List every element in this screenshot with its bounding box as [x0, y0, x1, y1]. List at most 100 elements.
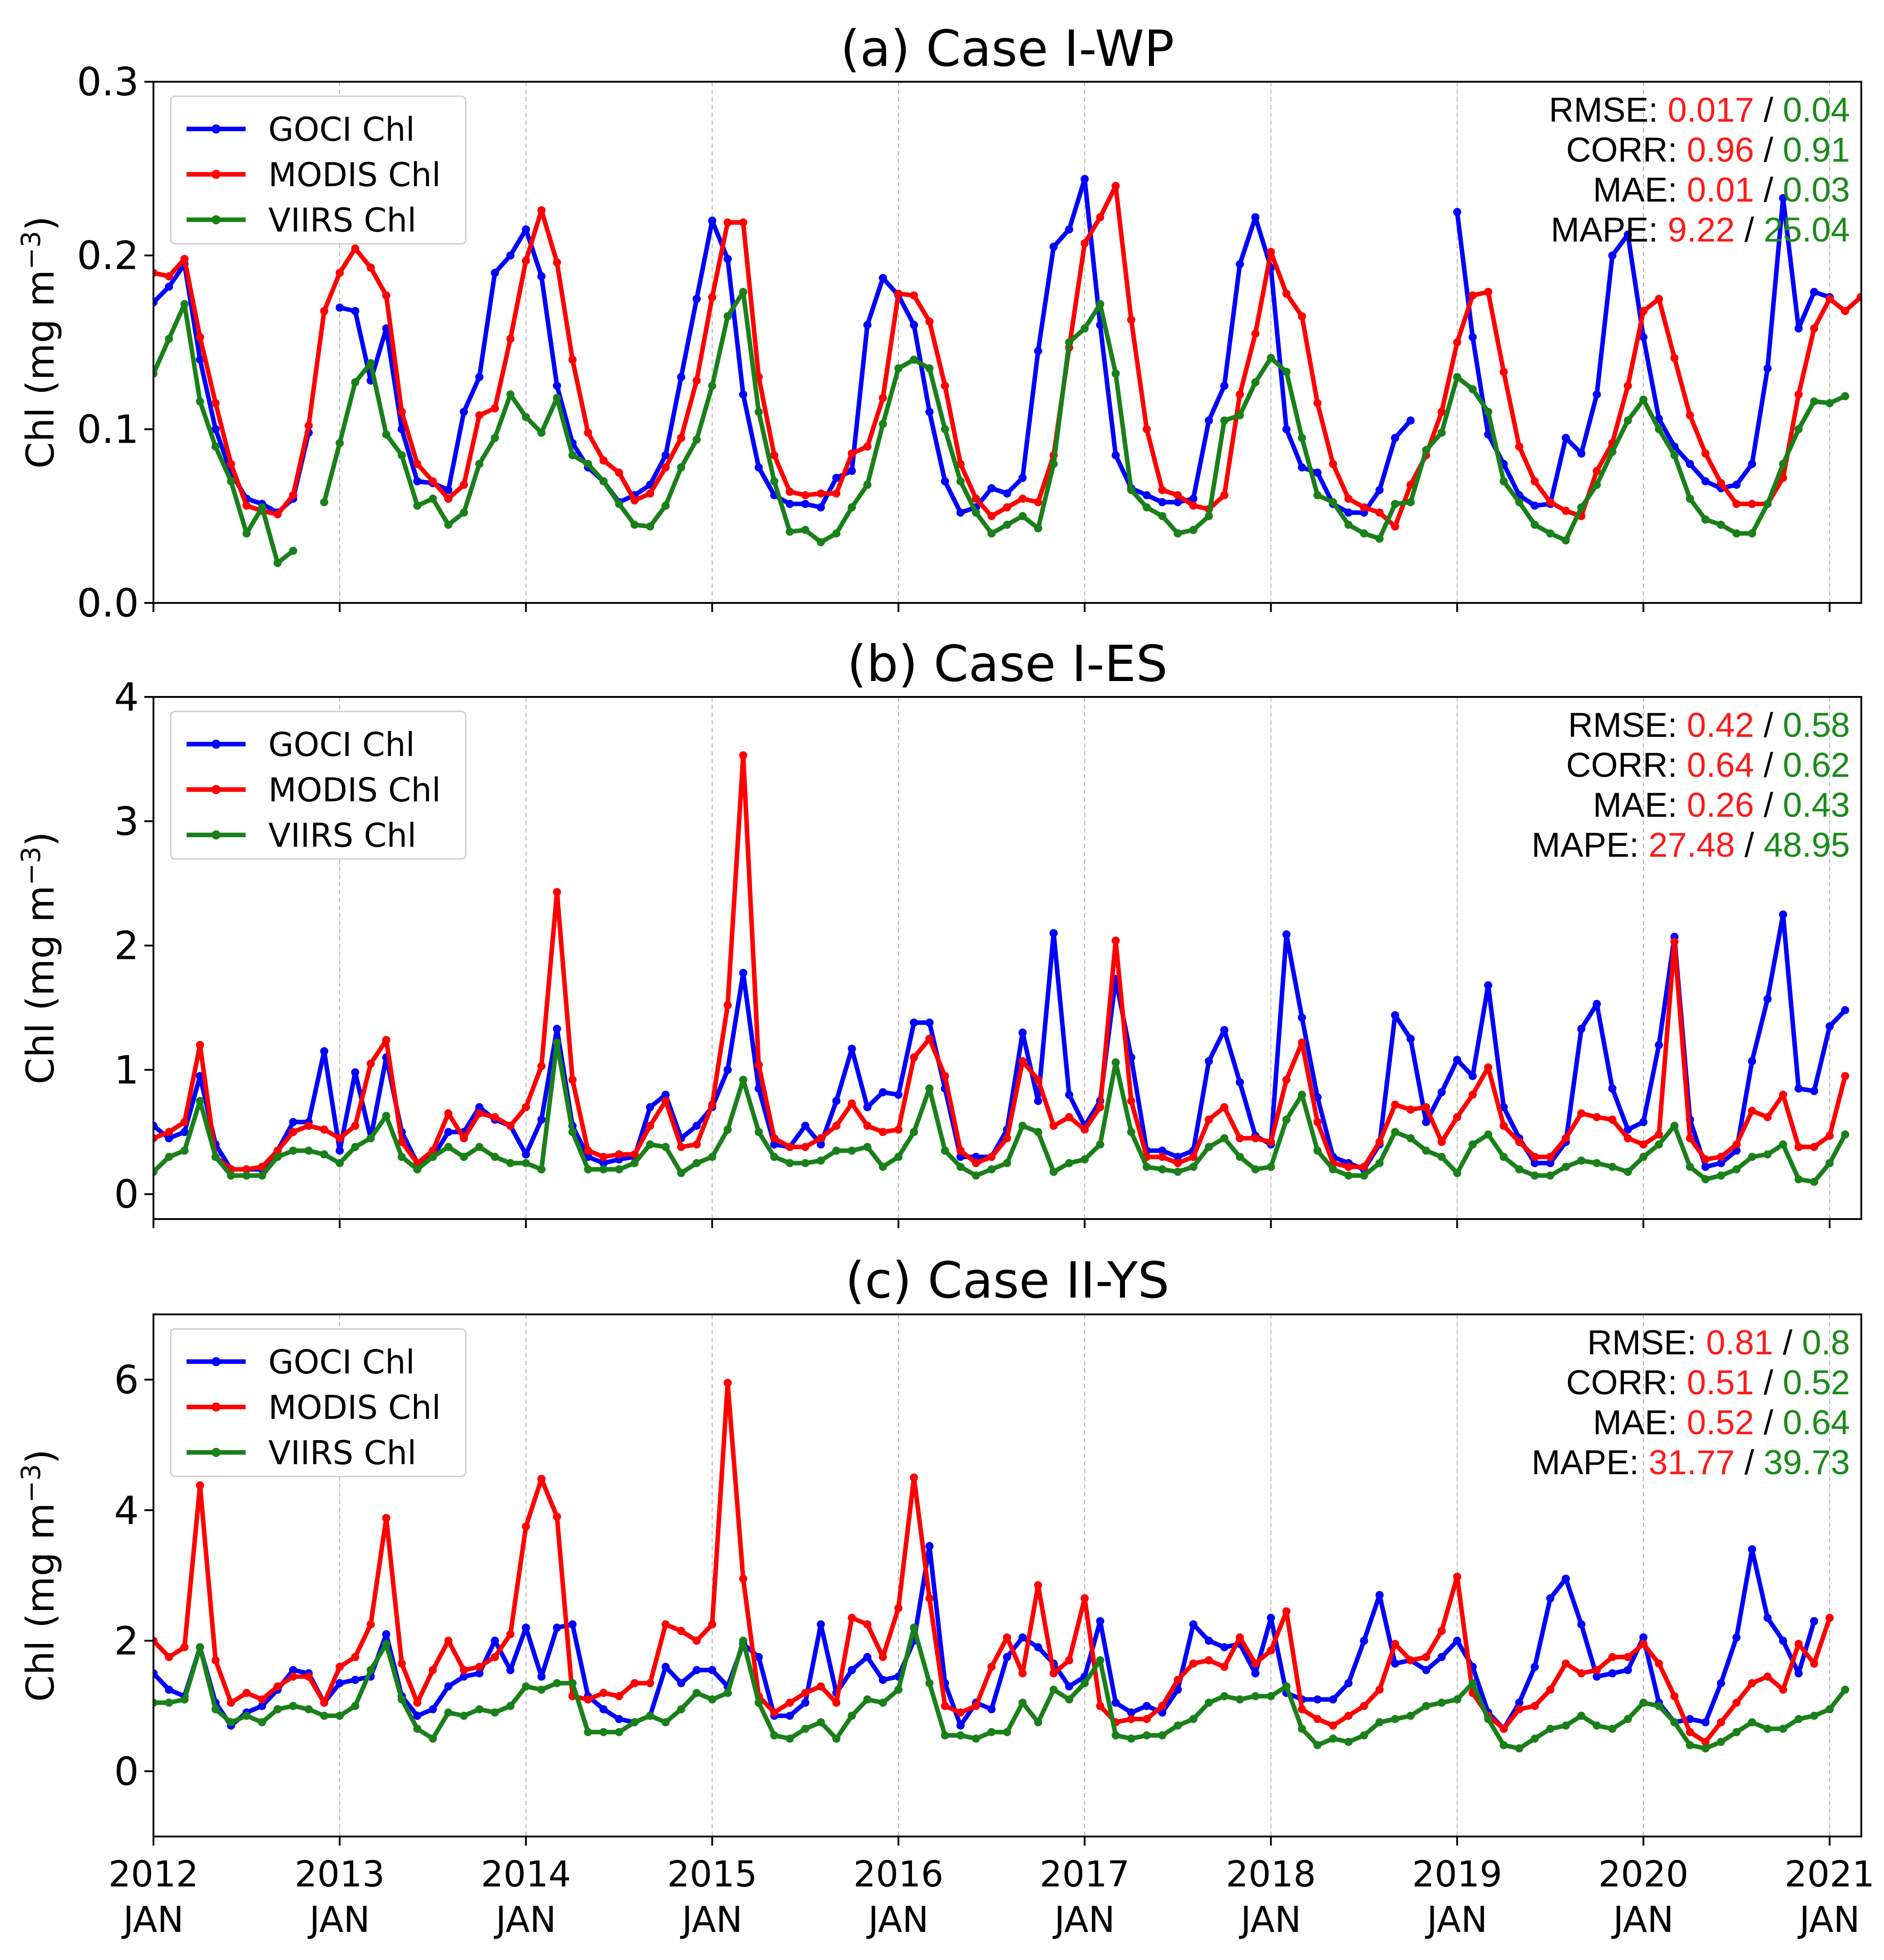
data-point: [878, 1698, 887, 1707]
data-point: [398, 451, 406, 459]
data-point: [444, 1128, 453, 1136]
data-point: [910, 1053, 918, 1061]
data-point: [1096, 213, 1105, 222]
data-point: [227, 459, 235, 468]
data-point: [1748, 1106, 1756, 1115]
data-point: [1189, 494, 1198, 503]
data-point: [630, 496, 639, 505]
data-point: [1065, 1091, 1074, 1099]
data-point: [817, 1140, 825, 1149]
data-point: [1174, 1153, 1182, 1161]
data-point: [925, 1679, 934, 1688]
data-point: [1329, 1721, 1337, 1730]
data-point: [848, 503, 856, 512]
y-tick-label: 0.1: [77, 407, 139, 452]
data-point: [661, 1620, 670, 1629]
data-point: [211, 399, 220, 407]
data-point: [1453, 208, 1461, 216]
legend-marker: [212, 830, 221, 839]
data-point: [630, 1679, 639, 1688]
data-point: [568, 1076, 577, 1084]
data-point: [677, 1705, 686, 1713]
data-point: [1437, 1153, 1446, 1161]
data-point: [491, 1653, 499, 1661]
data-point: [817, 1134, 825, 1142]
data-point: [1313, 1741, 1322, 1749]
data-point: [894, 1153, 903, 1161]
data-point: [925, 1018, 934, 1027]
data-point: [1375, 1138, 1384, 1146]
data-point: [1158, 512, 1167, 520]
data-point: [1018, 494, 1027, 503]
data-point: [1174, 491, 1182, 499]
data-point: [1686, 1741, 1694, 1749]
data-point: [398, 408, 406, 416]
data-point: [1111, 1731, 1120, 1740]
data-point: [1779, 1685, 1787, 1694]
data-point: [242, 1688, 251, 1697]
stat-modis-value: 0.81: [1706, 1323, 1773, 1362]
data-point: [1593, 1000, 1601, 1008]
axes-frame: [153, 696, 1862, 1220]
data-point: [1003, 1134, 1011, 1142]
data-point: [1670, 451, 1679, 459]
data-point: [1282, 1607, 1291, 1616]
data-point: [1779, 1636, 1787, 1645]
data-point: [1189, 1163, 1198, 1171]
data-point: [1608, 1084, 1617, 1093]
data-point: [832, 1146, 841, 1155]
data-point: [475, 459, 483, 468]
data-point: [1391, 434, 1399, 442]
data-point: [227, 477, 235, 486]
data-point: [584, 1695, 592, 1704]
stat-separator: /: [1735, 1443, 1763, 1482]
data-point: [1794, 1143, 1803, 1151]
data-point: [1779, 1140, 1787, 1149]
data-point: [351, 1702, 360, 1710]
stat-line: CORR: 0.64 / 0.62: [1566, 746, 1850, 785]
data-point: [289, 547, 297, 555]
data-point: [1453, 1169, 1461, 1177]
data-point: [1251, 1165, 1260, 1174]
data-point: [1530, 477, 1539, 486]
data-point: [739, 288, 748, 296]
data-point: [522, 1522, 530, 1531]
data-point: [1422, 446, 1430, 454]
data-point: [153, 268, 158, 277]
data-point: [1220, 491, 1228, 499]
data-point: [1406, 1134, 1415, 1142]
data-point: [429, 1705, 437, 1713]
data-point: [801, 1143, 809, 1151]
data-point: [1562, 536, 1570, 545]
data-point: [1593, 467, 1601, 475]
data-point: [801, 1159, 809, 1167]
data-point: [615, 499, 623, 508]
data-point: [1174, 1159, 1182, 1167]
data-point: [153, 1698, 158, 1707]
data-point: [273, 1682, 282, 1691]
data-point: [863, 480, 872, 489]
data-point: [817, 1156, 825, 1165]
data-point: [1127, 1096, 1135, 1105]
data-point: [1701, 1744, 1710, 1753]
legend-marker: [212, 1402, 221, 1412]
y-axis-label-text: Chl (mg m: [18, 885, 63, 1084]
data-point: [1794, 1175, 1803, 1184]
data-point: [878, 420, 887, 428]
data-point: [785, 1712, 794, 1720]
data-point: [972, 1159, 980, 1167]
data-point: [1220, 1103, 1228, 1111]
data-point: [739, 1636, 748, 1645]
legend-label: GOCI Chl: [268, 110, 415, 148]
data-point: [320, 1150, 329, 1159]
data-point: [429, 1666, 437, 1674]
data-point: [692, 295, 701, 303]
data-point: [444, 520, 453, 529]
data-point: [506, 1121, 515, 1130]
data-point: [1639, 1698, 1647, 1707]
data-point: [1856, 293, 1861, 301]
panel-title: (b) Case I-ES: [847, 635, 1168, 693]
data-point: [584, 1165, 592, 1174]
data-point: [1716, 479, 1725, 487]
y-tick-label: 2: [114, 923, 139, 969]
